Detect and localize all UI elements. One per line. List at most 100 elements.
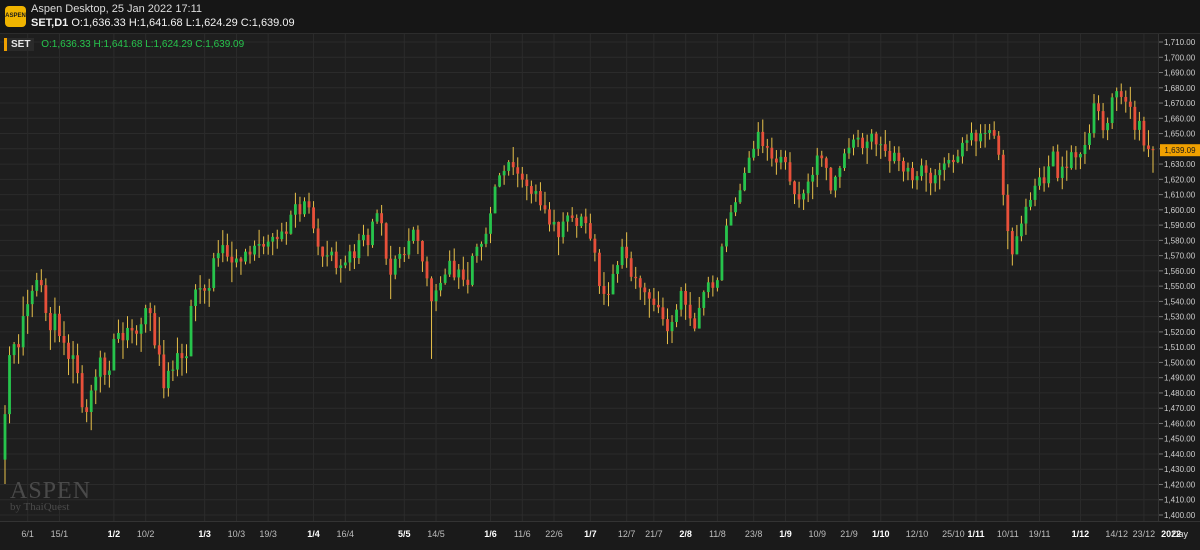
candle-body [616,265,619,274]
x-tick-label: 21/7 [645,529,663,539]
x-axis-unit-label: Day [1172,529,1189,539]
x-tick-label: 25/10 [942,529,965,539]
candle-body [847,147,851,154]
candlestick-chart[interactable] [0,34,1172,521]
candle-body [938,169,942,176]
candle-body [121,332,125,341]
candle-body [697,307,701,329]
y-tick-label: 1,450.00 [1164,435,1196,444]
y-tick-label: 1,550.00 [1164,282,1196,291]
candle-body [343,262,347,266]
candle-body [153,313,157,346]
candle-body [94,376,98,391]
price-axis-svg[interactable]: 1,400.00 1,410.00 1,420.00 1,430.00 1,440.00… [1159,34,1200,521]
candle-body [1069,152,1073,169]
candle-body [584,216,588,224]
candle-body [430,278,433,302]
candle-body [897,152,901,162]
candle-body [225,245,229,257]
candle-body [293,204,297,215]
ohlc-header: SET,D1 O:1,636.33 H:1,641.68 L:1,624.29 … [31,17,295,29]
y-tick-label: 1,620.00 [1164,175,1196,184]
x-tick-label: 1/7 [584,529,597,539]
candle-body [652,298,656,305]
candle-body [1065,166,1069,169]
candle-body [348,251,352,263]
candle-body [1047,166,1051,184]
y-tick-label: 1,520.00 [1164,328,1196,337]
x-tick-label: 10/11 [997,529,1019,539]
candle-body [838,168,842,177]
y-tick-label: 1,460.00 [1164,419,1196,428]
candle-body [734,202,737,213]
candle-body [756,131,760,149]
x-tick-label: 1/4 [307,529,320,539]
candle-body [380,213,384,224]
candle-body [688,304,692,319]
candle-body [911,167,914,181]
candle-body [484,233,488,244]
watermark-sub: by ThaiQuest [10,501,70,513]
y-tick-label: 1,630.00 [1164,160,1196,169]
candle-body [788,162,792,182]
x-tick-label: 1/10 [872,529,890,539]
candle-body [761,131,765,147]
y-tick-label: 1,510.00 [1164,343,1196,352]
candle-body [30,290,34,305]
candle-body [529,186,533,194]
x-tick-label: 11/6 [514,529,531,539]
candle-body [629,258,633,277]
candle-body [1106,123,1110,131]
candle-body [570,215,574,218]
symbol-tag[interactable]: SET [4,38,35,51]
candle-body [144,308,148,325]
candle-body [107,370,111,375]
candle-body [39,280,43,286]
candle-body [856,137,860,140]
candle-body [357,240,361,259]
x-tick-label: 1/3 [198,529,211,539]
y-tick-label: 1,540.00 [1164,297,1196,306]
y-tick-label: 1,480.00 [1164,389,1196,398]
candle-body [325,255,329,257]
candle-body [112,338,116,371]
candle-body [647,292,651,299]
candle-body [366,234,370,246]
candle-body [362,234,365,241]
aspen-watermark: ASPEN by ThaiQuest [10,478,91,513]
candle-body [443,274,447,283]
candle-body [198,288,202,290]
y-tick-label: 1,590.00 [1164,221,1196,230]
candle-body [833,176,837,191]
candle-body [480,243,483,247]
y-tick-label: 1,470.00 [1164,404,1196,413]
candle-body [983,132,987,134]
aspen-logo-icon: ASPEN [5,6,26,27]
candle-body [539,191,542,206]
candle-body [1078,153,1082,158]
y-tick-label: 1,440.00 [1164,450,1196,459]
y-tick-label: 1,660.00 [1164,114,1196,123]
candle-body [189,305,193,357]
candle-body [257,244,261,246]
candle-body [997,135,1001,155]
candle-body [298,204,302,215]
candle-body [461,269,465,280]
candle-body [312,207,315,229]
candle-body [793,181,796,195]
chart-area[interactable] [0,34,1172,521]
candle-body [411,229,415,241]
candle-body [557,221,560,238]
candle-body [85,407,89,413]
y-tick-label: 1,500.00 [1164,358,1196,367]
candle-body [843,153,846,169]
time-axis-svg[interactable]: 6/1 15/1 1/2 10/2 1/3 10/3 19/3 1/4 16/4 5/5 14/5 1… [0,522,1200,545]
price-axis[interactable]: 1,400.00 1,410.00 1,420.00 1,430.00 1,440.00… [1158,34,1200,521]
x-tick-label: 21/9 [840,529,858,539]
candle-body [371,221,374,246]
time-axis[interactable]: 6/1 15/1 1/2 10/2 1/3 10/3 19/3 1/4 16/4 5/5 14/5 1… [0,521,1200,545]
candle-body [829,167,833,191]
candle-body [76,355,80,374]
y-tick-label: 1,420.00 [1164,480,1196,489]
candle-body [725,225,728,247]
